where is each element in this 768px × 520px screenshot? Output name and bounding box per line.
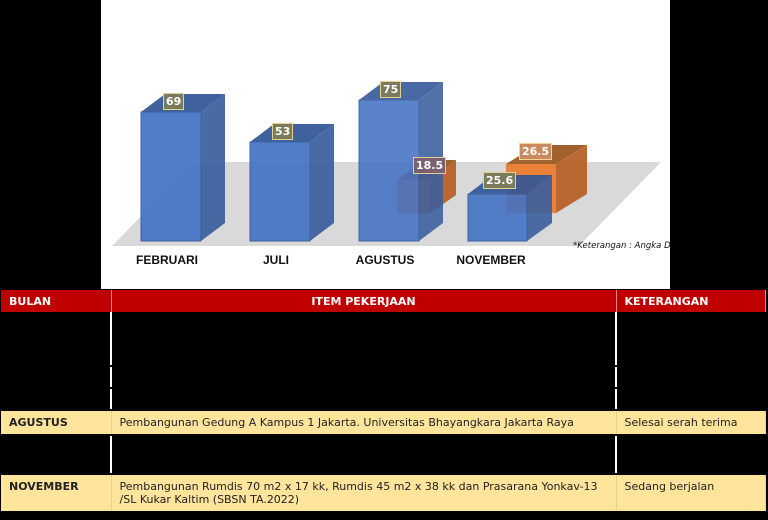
cell-bulan bbox=[1, 366, 112, 389]
cell-item bbox=[111, 312, 617, 367]
cell-keterangan bbox=[616, 366, 765, 389]
table-row-november: NOVEMBER Pembangunan Rumdis 70 m2 x 17 k… bbox=[1, 474, 766, 513]
cell-item: Pembangunan Gedung A Kampus 1 Jakarta. U… bbox=[111, 410, 617, 436]
category-label-juli: JULI bbox=[262, 253, 290, 267]
table-header-row: BULAN ITEM PEKERJAAN KETERANGAN bbox=[1, 290, 766, 312]
header-item-pekerjaan: ITEM PEKERJAAN bbox=[111, 290, 617, 312]
cell-bulan: AGUSTUS bbox=[1, 410, 112, 436]
data-label-februari: 69 bbox=[163, 93, 185, 110]
cell-keterangan bbox=[616, 388, 765, 411]
bar-februari bbox=[140, 94, 225, 242]
cell-item bbox=[111, 366, 617, 389]
cell-bulan bbox=[1, 435, 112, 475]
cell-bulan: NOVEMBER bbox=[1, 474, 112, 513]
data-label-agustus: 75 bbox=[380, 81, 402, 98]
header-keterangan: KETERANGAN bbox=[616, 290, 766, 312]
cell-item: Pembangunan Rumdis 70 m2 x 17 kk, Rumdis… bbox=[111, 474, 617, 513]
header-bulan: BULAN bbox=[1, 290, 112, 312]
category-label-agustus: AGUSTUS bbox=[355, 253, 415, 267]
work-items-table: BULAN ITEM PEKERJAAN KETERANGAN AGUSTUS … bbox=[1, 290, 766, 513]
table-row-redacted bbox=[1, 388, 765, 411]
cell-keterangan: Sedang berjalan bbox=[616, 474, 766, 513]
cell-bulan bbox=[1, 312, 112, 367]
table-row-redacted bbox=[1, 366, 765, 389]
table-row-agustus: AGUSTUS Pembangunan Gedung A Kampus 1 Ja… bbox=[1, 410, 766, 436]
bar-juli bbox=[249, 124, 334, 242]
cell-keterangan bbox=[616, 435, 765, 475]
bar-november bbox=[467, 175, 552, 242]
table-row-redacted bbox=[1, 435, 765, 475]
data-label-juli: 53 bbox=[272, 123, 294, 140]
category-label-november: NOVEMBER bbox=[456, 253, 526, 267]
category-label-februari: FEBRUARI bbox=[136, 253, 198, 267]
cell-item bbox=[111, 435, 617, 475]
cell-item bbox=[111, 388, 617, 411]
data-label-november-series2: 26.5 bbox=[519, 143, 553, 160]
cell-keterangan bbox=[616, 312, 765, 367]
chart-footnote: *Keterangan : Angka D bbox=[573, 241, 670, 251]
cell-bulan bbox=[1, 388, 112, 411]
table-row-redacted bbox=[1, 312, 765, 367]
cell-keterangan: Selesai serah terima bbox=[616, 410, 766, 436]
chart-area: 69 53 75 18.5 25.6 26.5 FEBRUARI JULI AG… bbox=[101, 0, 670, 289]
data-label-agustus-series2: 18.5 bbox=[413, 157, 447, 174]
data-label-november: 25.6 bbox=[483, 172, 517, 189]
